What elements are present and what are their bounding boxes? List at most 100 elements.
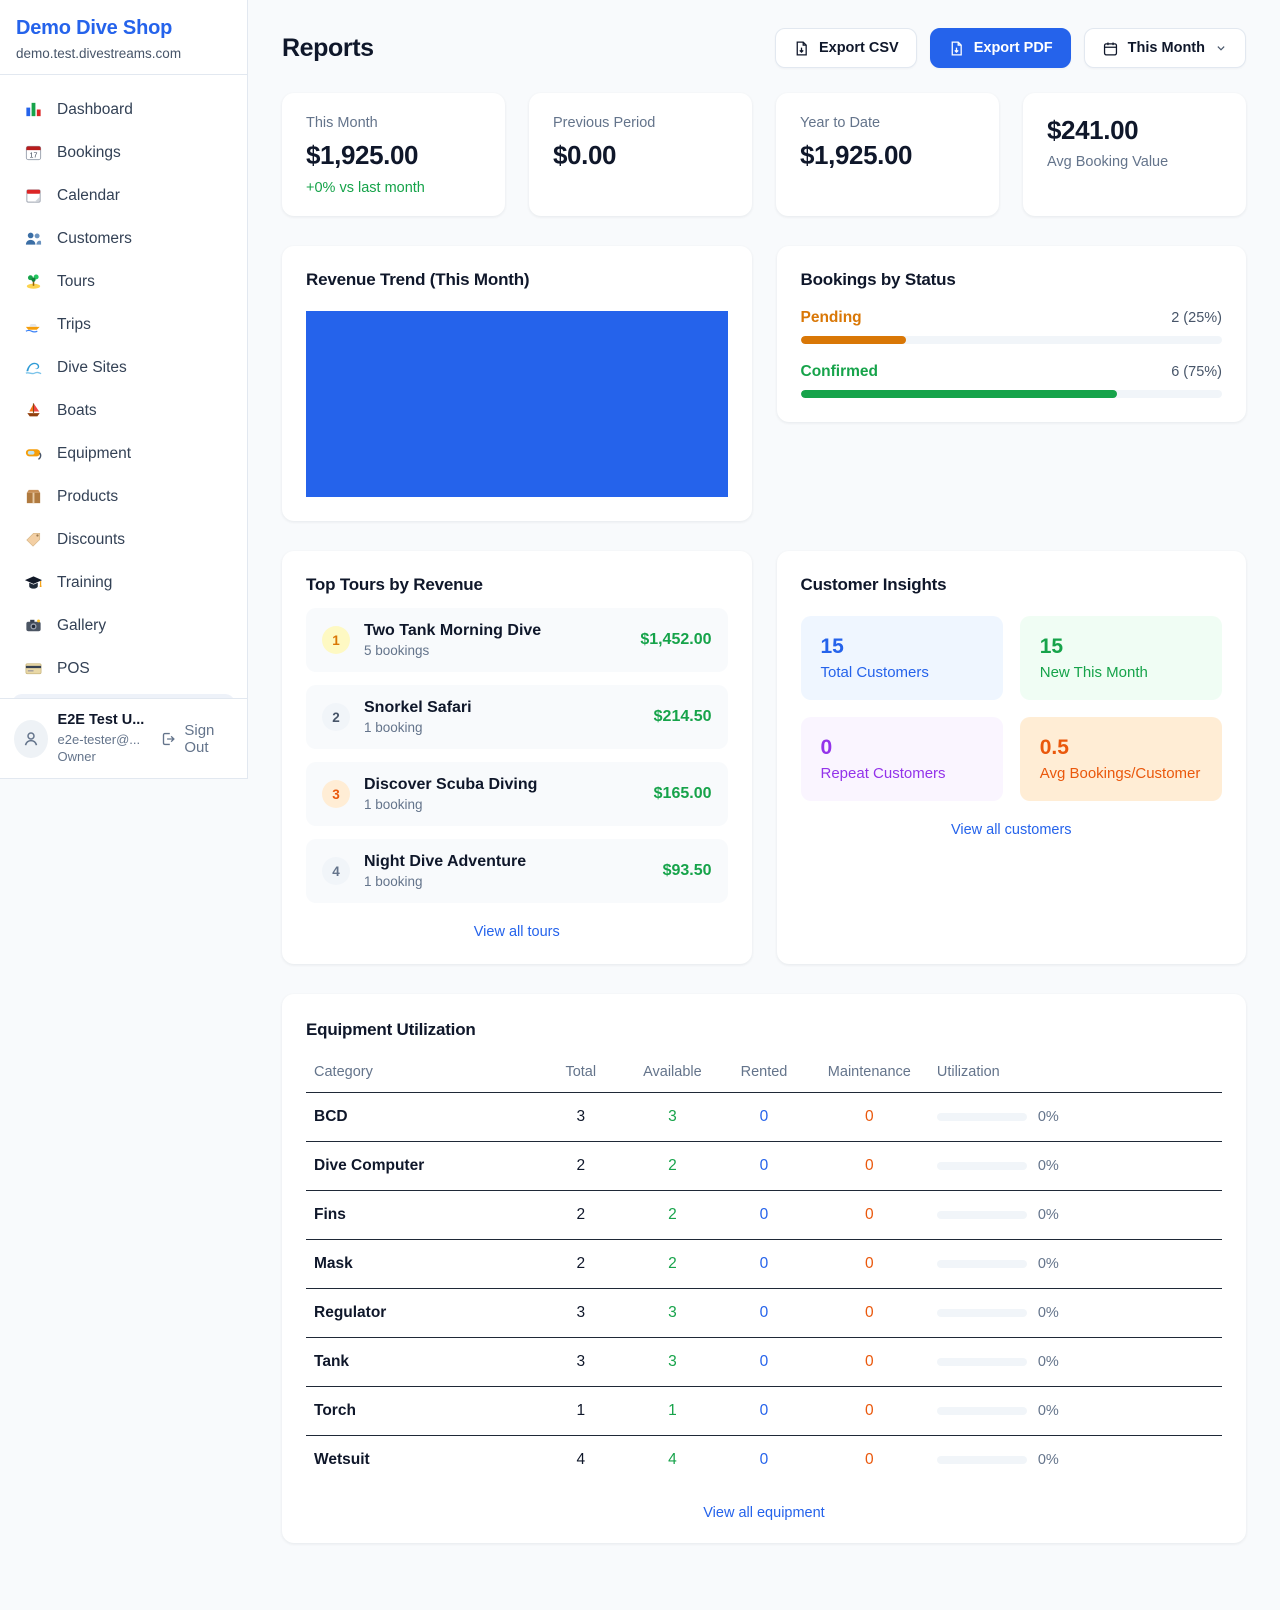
sidebar-item-label: Products: [57, 487, 119, 505]
progress-track: [800, 336, 1222, 344]
top-tours-title: Top Tours by Revenue: [306, 575, 483, 594]
stat-delta: +0% vs last month: [306, 180, 425, 196]
sidebar-item-gallery[interactable]: Gallery: [12, 604, 235, 647]
sidebar-item-label: Discounts: [57, 530, 126, 548]
cell-maintenance: 0: [809, 1288, 929, 1338]
tile-value: 0: [820, 736, 833, 759]
bookings-by-status-title: Bookings by Status: [800, 270, 956, 289]
utilization-bar: [936, 1211, 1027, 1219]
logout-icon: [163, 732, 176, 745]
tour-revenue: $214.50: [653, 708, 712, 725]
cell-rented: 0: [718, 1288, 810, 1338]
tile-new-this-month: 15 New This Month: [1019, 616, 1222, 700]
tile-value: 15: [820, 635, 844, 658]
sidebar-item-boats[interactable]: Boats: [12, 389, 235, 432]
revenue-trend-title: Revenue Trend (This Month): [306, 270, 530, 289]
cell-rented: 0: [759, 1451, 769, 1468]
customer-insights-title: Customer Insights: [800, 575, 947, 594]
table-row: Torch 1 1 0 0 0%: [306, 1386, 1222, 1436]
stat-year-to-date: Year to Date $1,925.00: [776, 93, 999, 216]
sidebar-item-trips[interactable]: Trips: [12, 303, 235, 346]
sidebar-item-label: Dashboard: [57, 100, 133, 118]
tour-revenue: $165.00: [653, 785, 712, 802]
view-all-customers-link[interactable]: View all customers: [950, 822, 1072, 838]
cell-category: Torch: [306, 1386, 535, 1436]
sidebar-item-training[interactable]: Training: [12, 561, 235, 604]
tour-row[interactable]: 2 Snorkel Safari 1 booking $214.50: [306, 685, 728, 749]
export-csv-button[interactable]: Export CSV: [774, 28, 917, 68]
tile-value: 15: [1039, 635, 1064, 658]
sidebar-nav: Dashboard 17 Bookings Calendar Customers…: [0, 75, 247, 690]
shop-domain: demo.test.divestreams.com: [16, 46, 182, 61]
utilization-pct: 0%: [1037, 1256, 1059, 1272]
sidebar-item-bookings[interactable]: 17 Bookings: [12, 131, 235, 174]
file-download-icon: [796, 40, 807, 56]
user-meta: E2E Test U... e2e-tester@... Owner: [58, 711, 150, 766]
tour-revenue: $1,452.00: [640, 631, 712, 648]
tile-label: Total Customers: [820, 664, 929, 681]
rank-badge: 4: [322, 857, 350, 885]
sign-out-button[interactable]: Sign Out: [159, 722, 233, 756]
stat-value: $0.00: [553, 140, 617, 170]
export-pdf-label: Export PDF: [973, 40, 1053, 56]
cell-available: 2: [626, 1141, 719, 1191]
tour-name: Discover Scuba Diving: [364, 776, 538, 793]
cell-available: 3: [626, 1337, 719, 1387]
cell-category: Dive Computer: [306, 1141, 535, 1191]
sidebar-item-equipment[interactable]: Equipment: [12, 432, 235, 475]
progress-fill: [800, 336, 906, 344]
cell-category: Regulator: [306, 1288, 535, 1338]
cell-total: 2: [535, 1239, 627, 1289]
sign-out-label: Sign Out: [184, 721, 215, 756]
tour-row[interactable]: 1 Two Tank Morning Dive 5 bookings $1,45…: [306, 608, 728, 672]
equipment-utilization-title: Equipment Utilization: [306, 1020, 476, 1039]
cell-maintenance: 0: [865, 1451, 874, 1468]
sidebar-item-dashboard[interactable]: Dashboard: [12, 88, 235, 131]
period-dropdown[interactable]: This Month: [1083, 28, 1246, 68]
table-row: Regulator 3 3 0 0 0%: [306, 1288, 1222, 1338]
tour-row[interactable]: 3 Discover Scuba Diving 1 booking $165.0…: [306, 762, 728, 826]
tour-bookings: 5 bookings: [364, 643, 430, 658]
sidebar-header: Demo Dive Shop demo.test.divestreams.com: [0, 0, 247, 75]
sidebar-item-pos[interactable]: POS: [12, 647, 235, 690]
utilization-bar: [936, 1309, 1027, 1317]
sidebar-item-label: Equipment: [57, 444, 132, 462]
utilization-pct: 0%: [1037, 1452, 1059, 1468]
cell-available: 3: [626, 1288, 719, 1338]
sidebar-item-label: Training: [57, 573, 113, 591]
sidebar-item-dive-sites[interactable]: Dive Sites: [12, 346, 235, 389]
period-label: This Month: [1127, 40, 1205, 56]
cell-maintenance: 0: [809, 1337, 929, 1387]
cell-category: Tank: [306, 1337, 535, 1387]
utilization-bar: [936, 1260, 1027, 1268]
sidebar-item-tours[interactable]: Tours: [12, 260, 235, 303]
status-count: 2 (25%): [1171, 310, 1222, 326]
utilization-pct: 0%: [1037, 1109, 1059, 1125]
revenue-trend-chart: [306, 311, 728, 497]
sidebar-item-calendar[interactable]: Calendar: [12, 174, 235, 217]
tour-row[interactable]: 4 Night Dive Adventure 1 booking $93.50: [306, 839, 728, 903]
cell-maintenance: 0: [809, 1239, 929, 1289]
view-all-tours-link[interactable]: View all tours: [473, 924, 560, 940]
top-tours-panel: Top Tours by Revenue 1 Two Tank Morning …: [282, 551, 752, 964]
dive-sites-icon: [25, 362, 42, 375]
sidebar-item-label: Tours: [57, 272, 95, 290]
col-category: Category: [306, 1054, 535, 1093]
sidebar-item-discounts[interactable]: Discounts: [12, 518, 235, 561]
stat-label: Avg Booking Value: [1047, 154, 1169, 170]
table-row: Wetsuit 4 4 0 0 0%: [306, 1436, 1222, 1485]
cell-available: 2: [626, 1239, 719, 1289]
col-maintenance: Maintenance: [809, 1054, 929, 1093]
stat-label: This Month: [306, 115, 378, 131]
sidebar-item-products[interactable]: Products: [12, 475, 235, 518]
tour-bookings: 1 booking: [364, 874, 423, 889]
sidebar-item-customers[interactable]: Customers: [12, 217, 235, 260]
cell-maintenance: 0: [809, 1190, 929, 1240]
cell-total: 3: [535, 1092, 627, 1142]
cell-total: 1: [535, 1386, 627, 1436]
export-pdf-button[interactable]: Export PDF: [929, 28, 1071, 68]
utilization-pct: 0%: [1037, 1207, 1059, 1223]
products-icon: [26, 489, 41, 504]
view-all-equipment-link[interactable]: View all equipment: [703, 1505, 825, 1521]
col-utilization: Utilization: [928, 1054, 1222, 1093]
